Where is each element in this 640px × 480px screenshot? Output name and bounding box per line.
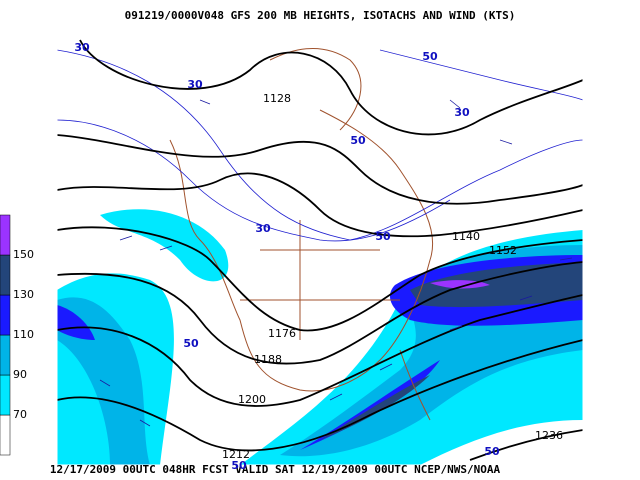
height-label: 1128 <box>263 92 291 105</box>
isotach-label: 50 <box>183 337 199 350</box>
isotach-label: 50 <box>422 50 438 63</box>
colorbar-swatch <box>0 334 11 376</box>
height-label: 1212 <box>222 448 250 461</box>
map-title: 091219/0000V048 GFS 200 MB HEIGHTS, ISOT… <box>125 9 516 22</box>
colorbar-swatch <box>0 294 11 336</box>
isotach-label: 50 <box>231 459 247 472</box>
isotach-label: 30 <box>74 41 90 54</box>
isotach-label: 50 <box>484 445 500 458</box>
colorbar-label: 70 <box>13 408 27 421</box>
isotach-label: 30 <box>187 78 203 91</box>
height-label: 1176 <box>268 327 296 340</box>
colorbar-swatch <box>0 254 11 296</box>
height-label: 1188 <box>254 353 282 366</box>
map-footer: 12/17/2009 00UTC 048HR FCST VALID SAT 12… <box>50 463 501 476</box>
height-label: 1200 <box>238 393 266 406</box>
colorbar-swatch <box>0 214 11 256</box>
height-label: 1152 <box>489 244 517 257</box>
colorbar: 70 90 110 130 150 <box>0 214 34 456</box>
isotach-label: 30 <box>454 106 470 119</box>
colorbar-label: 90 <box>13 368 27 381</box>
colorbar-swatch <box>0 374 11 416</box>
colorbar-label: 110 <box>13 328 34 341</box>
wind-barb <box>99 99 573 427</box>
map-frame <box>56 29 584 466</box>
isotach-label: 50 <box>375 230 391 243</box>
colorbar-label: 130 <box>13 288 34 301</box>
height-contour <box>56 39 584 461</box>
colorbar-label: 150 <box>13 248 34 261</box>
height-label: 1236 <box>535 429 563 442</box>
colorbar-low <box>0 414 11 456</box>
height-label: 1140 <box>452 230 480 243</box>
isotach-label: 50 <box>350 134 366 147</box>
isotach-label: 30 <box>255 222 271 235</box>
